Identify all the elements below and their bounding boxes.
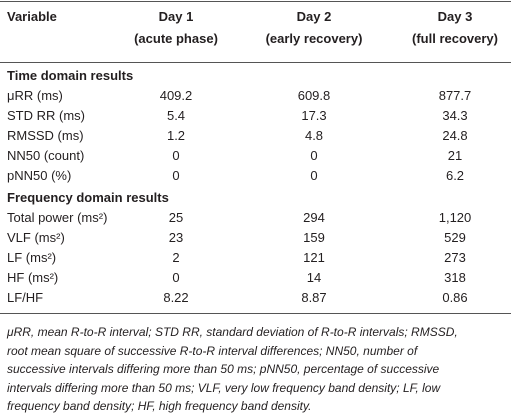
cell: 294	[303, 210, 325, 225]
row-label: Total power (ms²)	[7, 210, 108, 225]
cell: 34.3	[442, 108, 468, 123]
cell: 877.7	[438, 88, 472, 103]
column-subheader: (acute phase)	[134, 31, 218, 46]
cell: 0	[172, 168, 180, 183]
row-label: VLF (ms²)	[7, 230, 65, 245]
cell: 23	[168, 230, 184, 245]
row-label: RMSSD (ms)	[7, 128, 84, 143]
column-subheader: (full recovery)	[412, 31, 498, 46]
cell: 121	[303, 250, 325, 265]
row-label: pNN50 (%)	[7, 168, 72, 183]
cell: 8.87	[301, 290, 327, 305]
cell: 1.2	[166, 128, 186, 143]
row-label: HF (ms²)	[7, 270, 59, 285]
row-label: LF/HF	[7, 290, 44, 305]
row-label: LF (ms²)	[7, 250, 57, 265]
cell: 318	[444, 270, 466, 285]
row-label: NN50 (count)	[7, 148, 85, 163]
header-rule	[0, 62, 511, 63]
cell: 2	[172, 250, 180, 265]
footnote-line: successive intervals differing more than…	[7, 362, 440, 376]
cell: 17.3	[301, 108, 327, 123]
column-header: Variable	[7, 9, 57, 24]
cell: 24.8	[442, 128, 468, 143]
cell: 1,120	[438, 210, 472, 225]
cell: 609.8	[297, 88, 331, 103]
cell: 6.2	[445, 168, 465, 183]
cell: 0.86	[442, 290, 468, 305]
row-label: μRR (ms)	[7, 88, 63, 103]
bottom-rule	[0, 313, 511, 314]
cell: 159	[303, 230, 325, 245]
cell: 25	[168, 210, 184, 225]
cell: 529	[444, 230, 466, 245]
cell: 0	[310, 168, 318, 183]
cell: 4.8	[304, 128, 324, 143]
column-subheader: (early recovery)	[265, 31, 363, 46]
footnote-line: μRR, mean R-to-R interval; STD RR, stand…	[7, 325, 458, 339]
row-label: STD RR (ms)	[7, 108, 85, 123]
column-header: Day 2	[296, 9, 332, 24]
footnote-line: intervals differing more than 50 ms; VLF…	[7, 380, 441, 395]
cell: 8.22	[163, 290, 189, 305]
cell: 0	[172, 148, 180, 163]
section-title: Time domain results	[7, 68, 134, 83]
cell: 21	[447, 148, 463, 163]
cell: 409.2	[159, 88, 193, 103]
cell: 273	[444, 250, 466, 265]
footnote-line: frequency band density; HF, high frequen…	[7, 399, 312, 413]
column-header: Day 3	[437, 9, 473, 24]
cell: 0	[172, 270, 180, 285]
column-header: Day 1	[158, 9, 194, 24]
cell: 0	[310, 148, 318, 163]
footnote-line: root mean square of successive R-to-R in…	[7, 343, 418, 358]
section-title: Frequency domain results	[7, 190, 169, 205]
cell: 5.4	[166, 108, 186, 123]
cell: 14	[306, 270, 322, 285]
top-rule	[0, 1, 511, 2]
